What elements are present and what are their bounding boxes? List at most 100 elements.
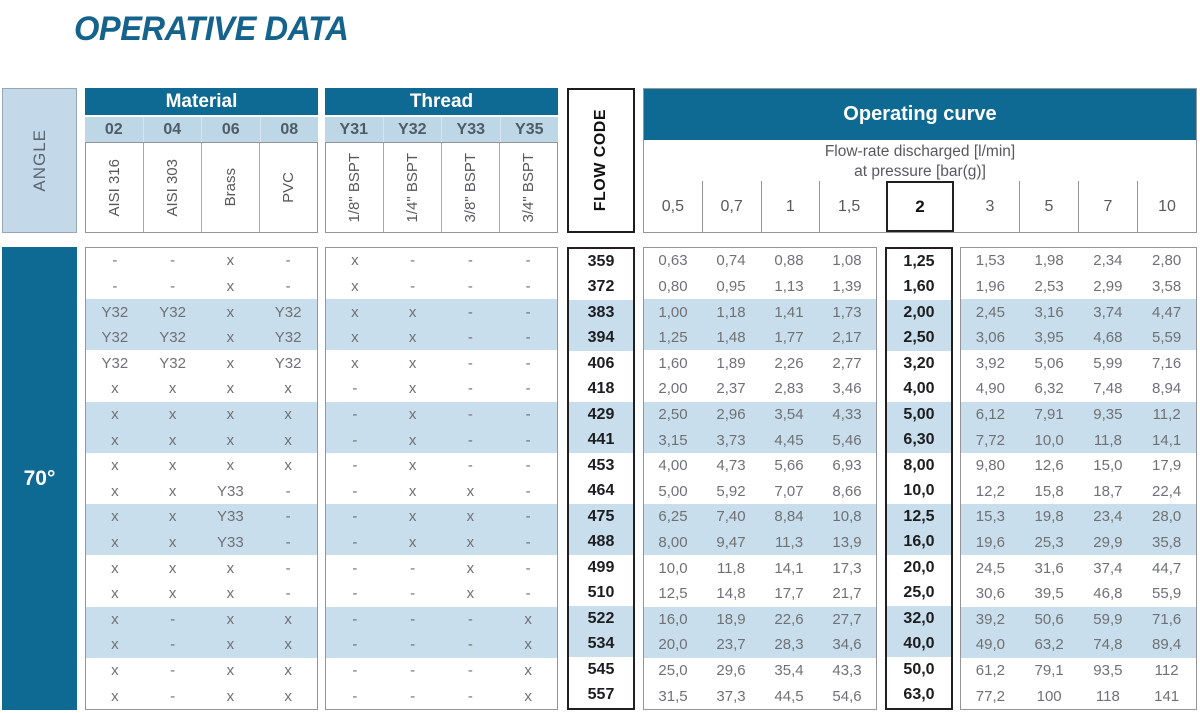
table-cell: 28,3 — [774, 636, 804, 654]
table-cell: 11,8 — [716, 559, 746, 577]
table-cell: - — [410, 559, 416, 577]
pressure-5: 5 — [1019, 181, 1078, 232]
table-cell: Y33 — [217, 482, 244, 500]
table-cell: 557 — [587, 686, 615, 704]
angle-value-cell: 70° — [2, 247, 77, 710]
table-row: 16,0 — [887, 529, 951, 555]
table-cell: 12,2 — [975, 482, 1005, 500]
table-cell: 6,25 — [658, 508, 688, 526]
table-cell: - — [352, 431, 358, 449]
table-cell: 54,6 — [832, 687, 862, 705]
table-row: -x-- — [326, 401, 557, 428]
table-row: 3,20 — [887, 351, 951, 377]
thread-codes-row: Y31 Y32 Y33 Y35 — [325, 117, 558, 142]
table-cell: 32,0 — [903, 609, 935, 627]
table-cell: 2,26 — [774, 354, 804, 372]
table-cell: 17,7 — [774, 585, 804, 603]
thread-labels-row: 1/8" BSPT 1/4" BSPT 3/8" BSPT 3/4" BSPT — [325, 142, 558, 233]
table-cell: 55,9 — [1152, 585, 1182, 603]
table-cell: 12,5 — [903, 507, 935, 525]
table-row: 0,80 0,95 1,13 1,39 — [644, 273, 876, 300]
table-row: ---x — [326, 606, 557, 633]
table-cell: x — [111, 482, 119, 500]
table-cell: x — [226, 610, 235, 628]
table-cell: x — [408, 534, 417, 551]
table-cell: x — [466, 534, 475, 551]
table-cell: 5,00 — [903, 405, 935, 423]
table-cell: x — [351, 252, 359, 270]
table-row: 1,53 1,98 2,34 2,80 — [961, 248, 1196, 274]
pressure-group-right: 3 5 7 10 — [961, 181, 1196, 232]
table-cell: 39,5 — [1034, 585, 1064, 603]
table-cell: 17,3 — [832, 559, 862, 577]
table-cell: 7,48 — [1093, 380, 1123, 398]
table-cell: - — [170, 277, 176, 295]
table-row: 16,0 18,9 22,6 27,7 — [644, 606, 876, 633]
table-row: 545 — [569, 657, 633, 683]
table-cell: - — [467, 405, 473, 423]
table-cell: - — [352, 380, 358, 398]
table-cell: 118 — [1095, 687, 1120, 705]
thread-label-14bspt: 1/4" BSPT — [404, 152, 421, 223]
table-cell: 7,40 — [716, 508, 746, 526]
table-row: --x- — [326, 555, 557, 581]
thread-code-y33: Y33 — [442, 117, 501, 142]
table-cell: 25,3 — [1034, 534, 1064, 551]
table-cell: 2,80 — [1152, 252, 1182, 270]
table-row: x x Y33 - — [86, 478, 317, 505]
table-row: 77,2 100 118 141 — [961, 683, 1196, 709]
table-row: 2,50 2,96 3,54 4,33 — [644, 401, 876, 428]
table-cell: 1,60 — [903, 278, 935, 296]
table-cell: 383 — [587, 303, 615, 321]
table-cell: 100 — [1036, 687, 1062, 705]
table-row: Y32 Y32 x Y32 — [86, 350, 317, 377]
table-cell: 61,2 — [975, 662, 1005, 680]
table-cell: 59,9 — [1093, 610, 1123, 628]
table-cell: x — [226, 303, 235, 321]
table-cell: 394 — [587, 329, 615, 347]
table-cell: 4,00 — [903, 380, 935, 398]
table-row: -x-- — [326, 427, 557, 453]
table-cell: 372 — [587, 278, 615, 296]
table-cell: 14,1 — [1152, 431, 1182, 449]
material-header-block: Material 02 04 06 08 AISI 316 AISI 303 B… — [85, 88, 318, 233]
table-cell: 12,6 — [1034, 457, 1064, 475]
table-cell: x — [284, 457, 292, 475]
table-cell: x — [111, 431, 119, 449]
table-cell: 429 — [587, 405, 615, 423]
table-row: x--- — [326, 248, 557, 274]
table-cell: - — [112, 252, 118, 270]
table-row: 1,00 1,18 1,41 1,73 — [644, 299, 876, 325]
subtitle-at-pressure: at pressure [bar(g)] — [854, 163, 986, 180]
table-cell: - — [410, 585, 416, 603]
table-cell: 5,99 — [1093, 354, 1123, 372]
table-cell: 37,4 — [1093, 559, 1123, 577]
table-row: x x Y33 - — [86, 529, 317, 556]
table-cell: Y32 — [274, 354, 302, 372]
table-cell: 1,39 — [832, 277, 862, 295]
flow-code-header: FLOW CODE — [567, 88, 635, 233]
material-label-aisi303: AISI 303 — [164, 158, 181, 217]
pressure-1: 1 — [760, 181, 820, 232]
table-cell: x — [466, 482, 475, 500]
table-cell: - — [170, 636, 176, 654]
table-row: x x Y33 - — [86, 504, 317, 530]
table-row: 8,00 — [887, 453, 951, 479]
oc-left-data-block: 0,63 0,74 0,88 1,08 0,80 0,95 1,13 1,39 1,00 1,18… — [643, 247, 877, 710]
table-cell: Y33 — [217, 534, 244, 551]
table-cell: - — [467, 610, 473, 628]
table-cell: 3,54 — [774, 405, 804, 423]
flow-code-data-block: 359 372 383 394 406 418 429 441 453 464 475 488 499 5… — [567, 247, 635, 710]
table-cell: 4,73 — [716, 457, 746, 475]
table-cell: - — [525, 457, 531, 475]
table-cell: - — [525, 252, 531, 270]
table-cell: x — [168, 508, 177, 526]
table-cell: - — [467, 354, 473, 372]
table-row: ---x — [326, 683, 557, 709]
table-cell: 1,98 — [1034, 252, 1064, 270]
table-cell: x — [111, 585, 119, 603]
table-cell: x — [408, 354, 417, 372]
table-cell: x — [111, 405, 119, 423]
